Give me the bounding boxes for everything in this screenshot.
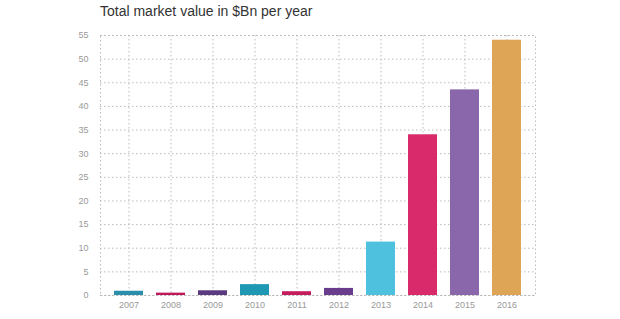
svg-text:50: 50 bbox=[78, 54, 88, 64]
html-text:Total market value in $Bn per: Total market value in $Bn per year bbox=[100, 3, 313, 19]
svg-text:35: 35 bbox=[78, 125, 88, 135]
svg-text:2013: 2013 bbox=[371, 300, 391, 310]
svg-text:55: 55 bbox=[78, 30, 88, 40]
svg-text:15: 15 bbox=[78, 219, 88, 229]
svg-text:5: 5 bbox=[83, 267, 88, 277]
svg-text:2012: 2012 bbox=[329, 300, 349, 310]
svg-text:30: 30 bbox=[78, 149, 88, 159]
svg-text:2009: 2009 bbox=[203, 300, 223, 310]
svg-text:2016: 2016 bbox=[497, 300, 517, 310]
svg-text:2007: 2007 bbox=[119, 300, 139, 310]
svg-text:2014: 2014 bbox=[413, 300, 433, 310]
svg-text:20: 20 bbox=[78, 196, 88, 206]
svg-text:2008: 2008 bbox=[161, 300, 181, 310]
svg-text:10: 10 bbox=[78, 243, 88, 253]
svg-text:40: 40 bbox=[78, 101, 88, 111]
svg-text:2010: 2010 bbox=[245, 300, 265, 310]
svg-text:2015: 2015 bbox=[455, 300, 475, 310]
svg-text:2011: 2011 bbox=[287, 300, 306, 310]
svg-text:25: 25 bbox=[78, 172, 88, 182]
svg-text:0: 0 bbox=[83, 290, 88, 300]
svg-text:45: 45 bbox=[78, 78, 88, 88]
